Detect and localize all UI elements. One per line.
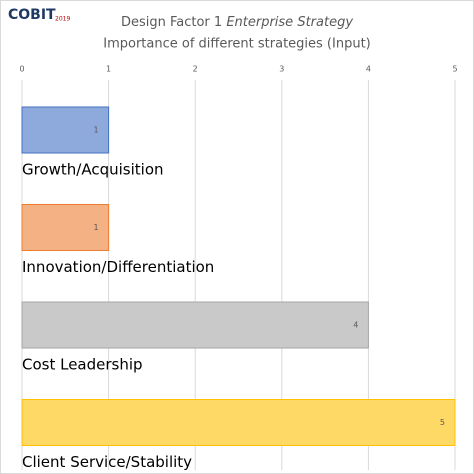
category-label: Client Service/Stability [22,453,192,471]
chart-title: Design Factor 1 Enterprise Strategy [121,15,353,30]
data-label: 5 [440,418,445,427]
x-tick-label: 2 [193,65,198,74]
bar [21,106,110,154]
category-label: Cost Leadership [22,356,143,374]
logo-year: 2019 [55,16,70,23]
bar [21,301,369,349]
chart-subtitle: Importance of different strategies (Inpu… [103,37,370,52]
bar [21,399,456,446]
data-label: 1 [94,223,99,232]
category-label: Growth/Acquisition [22,161,164,179]
title-main: Design Factor 1 [121,15,222,30]
x-tick-label: 1 [106,65,111,74]
x-tick-label: 3 [279,65,284,74]
category-label: Innovation/Differentiation [22,258,214,276]
title-emphasis: Enterprise Strategy [226,15,353,30]
bar [21,204,110,251]
x-tick-label: 4 [366,65,371,74]
logo: COBIT [8,7,56,23]
data-label: 4 [353,321,358,330]
data-label: 1 [94,126,99,135]
x-tick-label: 0 [19,65,24,74]
x-tick-label: 5 [452,65,457,74]
